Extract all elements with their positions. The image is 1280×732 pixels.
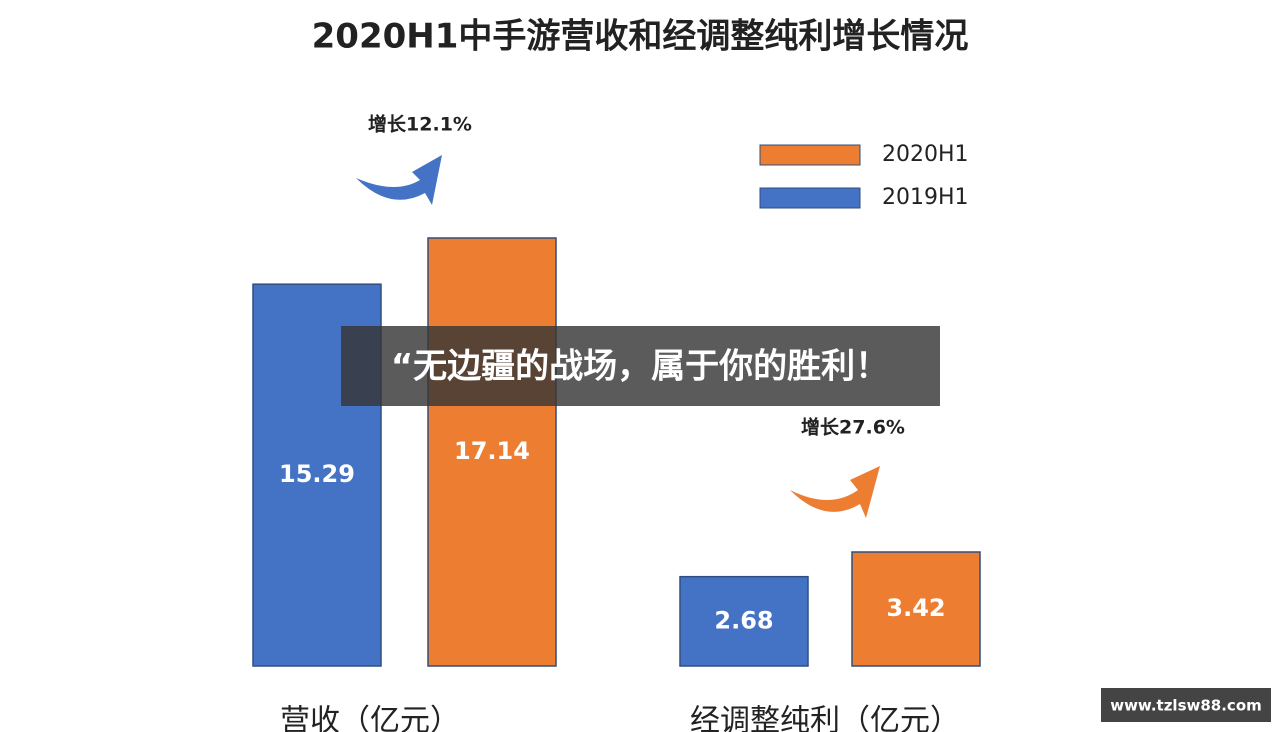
legend-label: 2019H1 <box>882 185 969 210</box>
bar <box>427 237 557 667</box>
chart-title: 2020H1中手游营收和经调整纯利增长情况 <box>312 17 969 57</box>
plot: 17.14 15.29 营收（亿元） 3.42 2.68 经调整纯利（亿元） 增长12.1%… <box>252 113 981 732</box>
x-tick-label: 营收（亿元） <box>280 704 460 732</box>
value-label: 2.68 <box>714 606 773 634</box>
value-label: 15.29 <box>279 460 355 488</box>
annotation: 增长27.6% <box>801 416 905 439</box>
banner-text: “无边疆的战场，属于你的胜利！ <box>391 347 889 387</box>
annotation: 增长12.1% <box>368 113 472 136</box>
growth-arrow <box>790 466 880 518</box>
x-tick-label: 经调整纯利（亿元） <box>690 704 960 732</box>
legend-swatch <box>759 144 861 166</box>
watermark: www.tzlsw88.com <box>1110 697 1262 715</box>
growth-arrow <box>356 155 442 205</box>
bar <box>679 575 809 667</box>
watermark-bg <box>1101 688 1271 722</box>
legend-label: 2020H1 <box>882 142 969 167</box>
value-label: 17.14 <box>454 437 530 465</box>
banner-bg <box>341 326 940 406</box>
bar <box>851 551 981 667</box>
legend-swatch <box>759 187 861 209</box>
value-label: 3.42 <box>886 594 945 622</box>
